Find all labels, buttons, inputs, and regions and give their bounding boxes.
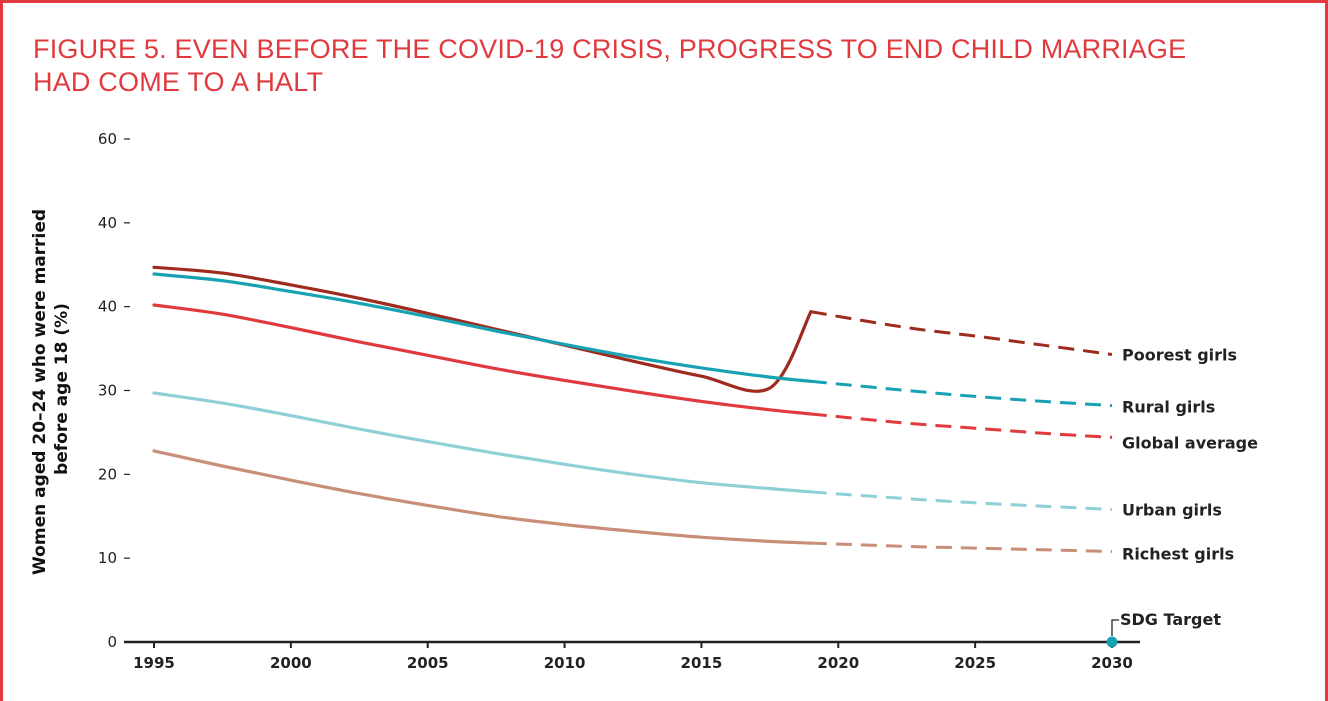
series-line-urban-girls bbox=[152, 391, 813, 494]
x-tick-label: 2030 bbox=[1091, 654, 1133, 672]
series-line-poorest-girls bbox=[152, 265, 813, 393]
y-tick-label: 10 bbox=[98, 549, 117, 567]
series-line-global-average bbox=[152, 303, 813, 416]
y-tick-label: 60 bbox=[98, 130, 117, 148]
sdg-target-label: SDG Target bbox=[1120, 610, 1221, 629]
series-label-urban-girls: Urban girls bbox=[1122, 501, 1222, 520]
y-tick-label: 20 bbox=[98, 465, 117, 483]
series-projection-urban-girls bbox=[810, 490, 1113, 511]
series-label-global-average: Global average bbox=[1122, 433, 1258, 452]
x-tick-label: 1995 bbox=[133, 654, 175, 672]
series-projection-poorest-girls bbox=[810, 310, 1113, 356]
y-tick-label: 40 bbox=[98, 298, 117, 316]
sdg-target-marker bbox=[1106, 636, 1118, 648]
y-tick-label: 40 bbox=[98, 214, 117, 232]
x-tick-label: 2020 bbox=[817, 654, 859, 672]
y-axis-label-line-1: Women aged 20–24 who were married bbox=[30, 209, 50, 575]
series-label-poorest-girls: Poorest girls bbox=[1122, 345, 1237, 364]
series-line-richest-girls bbox=[152, 449, 813, 545]
x-tick-label: 2000 bbox=[270, 654, 312, 672]
sdg-target-leader bbox=[1111, 619, 1119, 636]
y-tick-label: 30 bbox=[98, 382, 117, 400]
x-tick-label: 2025 bbox=[954, 654, 996, 672]
y-axis-label: Women aged 20–24 who were married before… bbox=[30, 203, 72, 575]
x-tick-label: 2010 bbox=[544, 654, 586, 672]
series-label-rural-girls: Rural girls bbox=[1122, 398, 1215, 417]
series-projection-richest-girls bbox=[810, 541, 1113, 553]
y-axis-label-line-2: before age 18 (%) bbox=[52, 303, 72, 475]
y-tick-label: 0 bbox=[107, 633, 117, 651]
x-tick-label: 2005 bbox=[407, 654, 449, 672]
series-labels: Poorest girls Rural girls Global average Ur… bbox=[1106, 345, 1258, 648]
chart-title: FIGURE 5. EVEN BEFORE THE COVID-19 CRISI… bbox=[33, 34, 1187, 97]
series-lines bbox=[152, 265, 1113, 553]
series-label-richest-girls: Richest girls bbox=[1122, 544, 1234, 563]
x-tick-label: 2015 bbox=[681, 654, 723, 672]
series-line-rural-girls bbox=[152, 272, 813, 383]
series-projection-global-average bbox=[810, 412, 1113, 439]
series-projection-rural-girls bbox=[810, 379, 1113, 408]
